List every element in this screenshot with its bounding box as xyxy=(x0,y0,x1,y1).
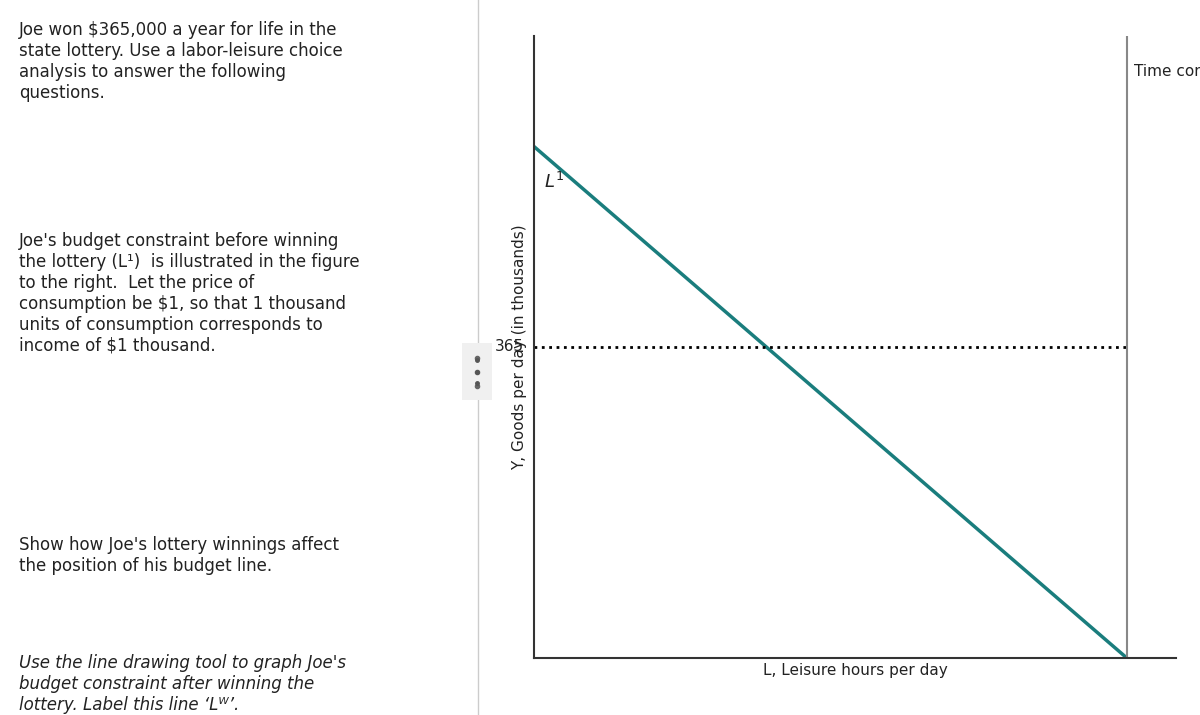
Text: Use the line drawing tool to graph Joe's
budget constraint after winning the
lot: Use the line drawing tool to graph Joe's… xyxy=(19,654,347,714)
X-axis label: L, Leisure hours per day: L, Leisure hours per day xyxy=(763,664,947,679)
Text: Joe's budget constraint before winning
the lottery (L¹)  is illustrated in the f: Joe's budget constraint before winning t… xyxy=(19,232,360,355)
Text: 365: 365 xyxy=(494,340,524,354)
FancyBboxPatch shape xyxy=(461,340,493,403)
Text: $L^1$: $L^1$ xyxy=(544,172,564,192)
Text: Joe won $365,000 a year for life in the
state lottery. Use a labor-leisure choic: Joe won $365,000 a year for life in the … xyxy=(19,21,343,102)
Text: Time constraint: Time constraint xyxy=(1134,64,1200,79)
Text: Show how Joe's lottery winnings affect
the position of his budget line.: Show how Joe's lottery winnings affect t… xyxy=(19,536,340,575)
Y-axis label: Y, Goods per day (in thousands): Y, Goods per day (in thousands) xyxy=(512,224,527,470)
